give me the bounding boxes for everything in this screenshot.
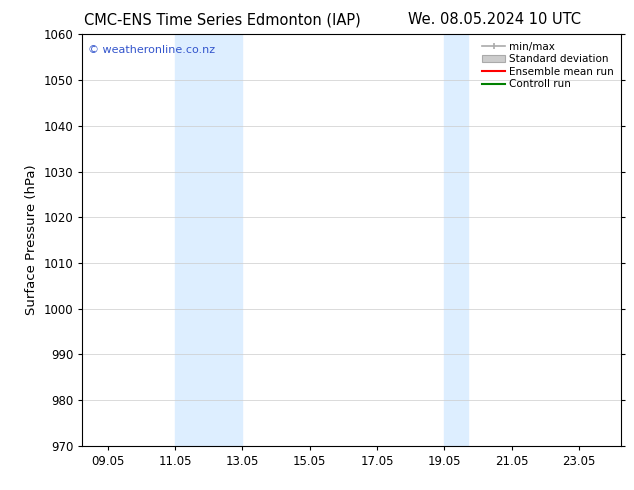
Legend: min/max, Standard deviation, Ensemble mean run, Controll run: min/max, Standard deviation, Ensemble me…: [480, 40, 616, 92]
Bar: [175, 34, 242, 446]
Text: CMC-ENS Time Series Edmonton (IAP): CMC-ENS Time Series Edmonton (IAP): [84, 12, 360, 27]
Y-axis label: Surface Pressure (hPa): Surface Pressure (hPa): [25, 165, 38, 316]
Text: © weatheronline.co.nz: © weatheronline.co.nz: [87, 45, 215, 54]
Text: We. 08.05.2024 10 UTC: We. 08.05.2024 10 UTC: [408, 12, 581, 27]
Bar: [444, 34, 468, 446]
